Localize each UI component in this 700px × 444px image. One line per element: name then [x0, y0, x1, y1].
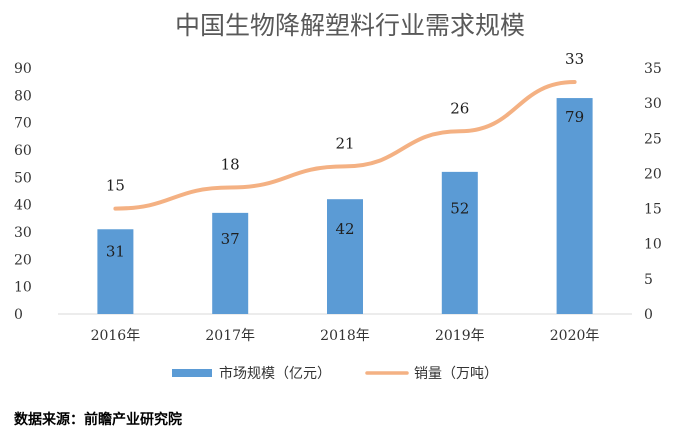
x-tick-label: 2019年 [435, 328, 485, 344]
legend: 市场规模（亿元） 销量（万吨） [172, 365, 498, 382]
legend-bar-label: 市场规模（亿元） [219, 365, 331, 382]
x-axis: 2016年 2017年 2018年 2019年 2020年 [91, 328, 600, 344]
bar-data-label: 37 [221, 230, 240, 248]
y-left-tick-label: 40 [14, 198, 32, 214]
line-series: 15 18 21 26 33 [106, 50, 584, 211]
line-data-label: 18 [221, 155, 240, 173]
line-data-label: 26 [450, 99, 469, 117]
y-right-tick-label: 25 [644, 131, 662, 147]
y-left-tick-label: 0 [14, 307, 23, 323]
x-tick-label: 2017年 [205, 328, 255, 344]
y-right-tick-label: 10 [644, 237, 662, 253]
y-right-tick-label: 15 [644, 202, 662, 218]
bar [327, 199, 363, 314]
chart-title: 中国生物降解塑料行业需求规模 [175, 11, 525, 40]
bar [97, 229, 134, 314]
line-data-label: 21 [335, 134, 354, 152]
y-left-tick-label: 10 [14, 280, 32, 296]
bar-data-label: 79 [565, 108, 584, 126]
y-right-tick-label: 5 [644, 272, 653, 288]
source-note: 数据来源：前瞻产业研究院 [14, 411, 182, 428]
y-right-tick-label: 30 [644, 96, 662, 112]
x-tick-label: 2016年 [91, 328, 141, 344]
legend-bar-swatch [172, 369, 212, 377]
bar [212, 212, 249, 314]
y-left-tick-label: 30 [14, 225, 32, 241]
bar [441, 171, 478, 314]
y-axis-left: 0 10 20 30 40 50 60 70 80 90 [14, 61, 32, 323]
y-left-tick-label: 80 [14, 88, 32, 104]
y-axis-right: 0 5 10 15 20 25 30 35 [644, 61, 662, 323]
legend-line-label: 销量（万吨） [414, 366, 498, 382]
line-path [113, 80, 577, 211]
x-tick-label: 2018年 [320, 328, 370, 344]
bar-data-label: 52 [450, 199, 469, 217]
bar-series: 31 37 42 52 79 [97, 98, 593, 314]
y-left-tick-label: 90 [14, 61, 32, 77]
y-right-tick-label: 20 [644, 166, 662, 182]
y-left-tick-label: 60 [14, 143, 32, 159]
y-left-tick-label: 50 [14, 170, 32, 186]
line-data-label: 15 [106, 177, 125, 195]
y-right-tick-label: 0 [644, 307, 653, 323]
y-left-tick-label: 70 [14, 116, 32, 132]
bar-data-label: 42 [335, 220, 354, 238]
line-data-label: 33 [565, 50, 584, 68]
y-left-tick-label: 20 [14, 252, 32, 268]
bar-data-label: 31 [106, 242, 125, 260]
x-tick-label: 2020年 [550, 328, 600, 344]
y-right-tick-label: 35 [644, 61, 662, 77]
bar [556, 98, 593, 314]
